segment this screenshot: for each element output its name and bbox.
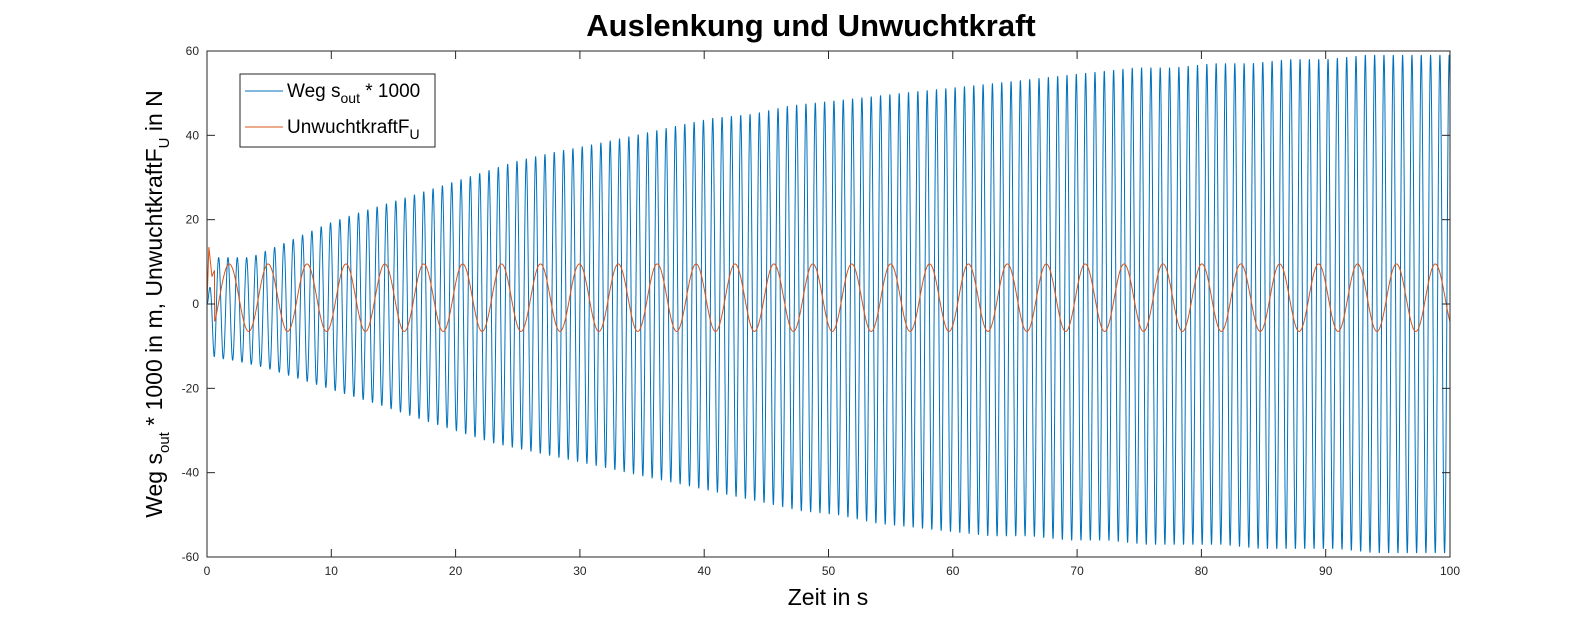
y-tick-label: 20 [186, 213, 200, 227]
legend-entry-weg: Weg sout * 1000 [287, 81, 420, 106]
y-axis-ticks: -60 -40 -20 0 20 40 60 [182, 44, 1450, 564]
x-tick-label: 50 [822, 564, 836, 578]
legend-box [239, 73, 436, 148]
y-axis-label: Weg sout * 1000 in m, UnwuchtkraftFU in … [141, 90, 173, 518]
y-tick-label: -60 [182, 550, 200, 564]
series-line-weg [207, 54, 1450, 554]
series-group [207, 54, 1450, 554]
x-tick-label: 80 [1195, 564, 1209, 578]
legend-entry-unwuchtkraft: UnwuchtkraftFU [287, 117, 420, 142]
y-tick-label: 60 [186, 44, 200, 58]
x-tick-label: 0 [204, 564, 211, 578]
y-tick-label: -20 [182, 381, 200, 395]
x-axis-label: Zeit in s [788, 584, 869, 610]
x-tick-label: 60 [946, 564, 960, 578]
y-tick-label: 0 [192, 297, 199, 311]
x-tick-label: 20 [449, 564, 463, 578]
x-tick-label: 10 [325, 564, 339, 578]
y-tick-label: 40 [186, 128, 200, 142]
x-tick-label: 100 [1440, 564, 1460, 578]
x-axis-ticks: 0 10 20 30 40 50 60 70 80 90 100 [204, 51, 1460, 578]
chart-title: Auslenkung und Unwuchtkraft [586, 8, 1036, 43]
series-line-unwuchtkraft [207, 247, 1450, 332]
x-tick-label: 90 [1319, 564, 1333, 578]
x-tick-label: 40 [698, 564, 712, 578]
x-tick-label: 70 [1070, 564, 1084, 578]
x-tick-label: 30 [573, 564, 587, 578]
legend: Weg sout * 1000 UnwuchtkraftFU [239, 73, 436, 148]
y-tick-label: -40 [182, 466, 200, 480]
